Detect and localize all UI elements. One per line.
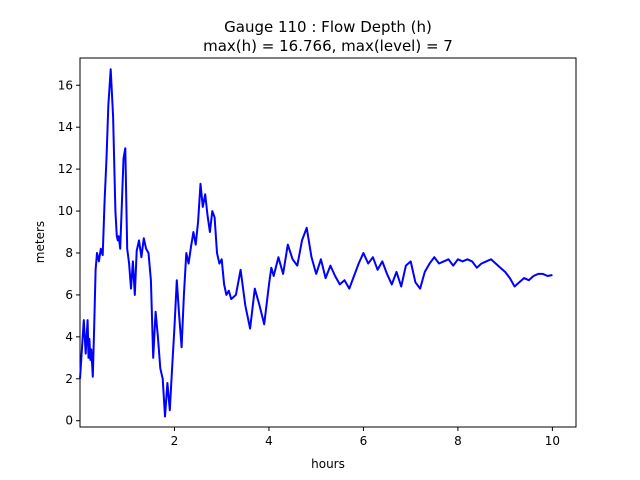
- chart-title: Gauge 110 : Flow Depth (h): [224, 18, 432, 36]
- y-tick-label: 4: [65, 330, 73, 344]
- y-tick-label: 10: [58, 204, 73, 218]
- ticks: 2 4 6 8 10 0 2 4 6 8 10 12 14 16: [58, 78, 560, 448]
- y-tick-label: 14: [58, 120, 73, 134]
- x-axis-label: hours: [311, 457, 345, 471]
- x-tick-label: 2: [171, 434, 179, 448]
- y-tick-label: 8: [65, 246, 73, 260]
- y-tick-label: 2: [65, 372, 73, 386]
- chart-subtitle: max(h) = 16.766, max(level) = 7: [203, 37, 453, 55]
- y-axis-label: meters: [33, 221, 47, 263]
- x-tick-label: 8: [454, 434, 462, 448]
- series-line: [79, 68, 553, 418]
- y-tick-label: 0: [65, 414, 73, 428]
- y-tick-label: 16: [58, 78, 73, 92]
- y-tick-label: 12: [58, 162, 73, 176]
- x-tick-label: 4: [265, 434, 273, 448]
- y-tick-label: 6: [65, 288, 73, 302]
- x-tick-label: 6: [360, 434, 368, 448]
- plot-frame: [79, 57, 577, 428]
- x-tick-label: 10: [545, 434, 560, 448]
